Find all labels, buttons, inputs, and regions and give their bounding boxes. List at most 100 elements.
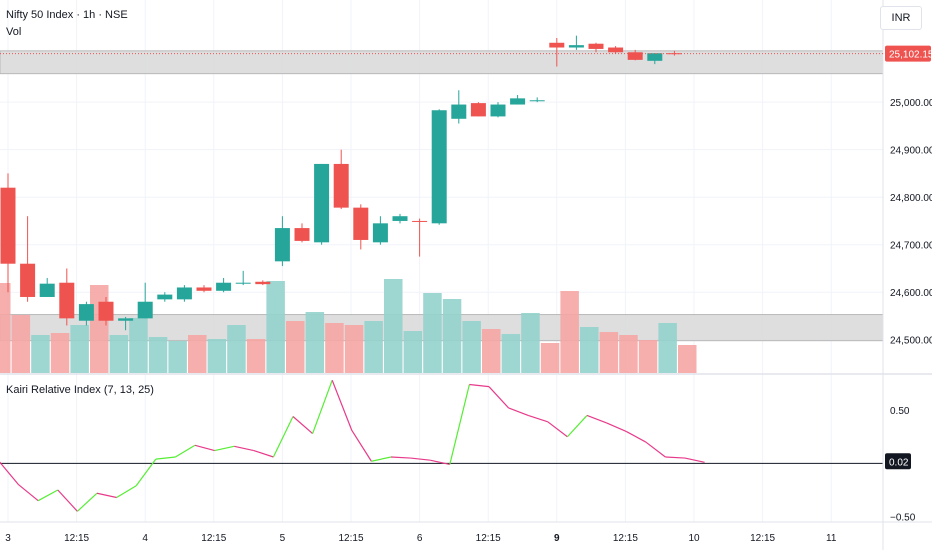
kri-segment[interactable] (312, 380, 333, 434)
candle[interactable] (255, 280, 271, 286)
kri-segment[interactable] (96, 492, 117, 499)
kri-segment[interactable] (665, 456, 686, 459)
candle[interactable] (176, 285, 192, 302)
kri-segment[interactable] (18, 484, 39, 502)
kri-segment[interactable] (566, 415, 588, 438)
kri-segment[interactable] (547, 421, 568, 438)
candle[interactable] (470, 102, 486, 117)
volume-bar[interactable] (560, 291, 579, 373)
candle[interactable] (274, 216, 290, 267)
candle[interactable] (353, 204, 369, 250)
volume-bar[interactable] (403, 331, 423, 373)
kri-segment[interactable] (37, 489, 59, 502)
kri-segment[interactable] (175, 444, 196, 458)
volume-bar[interactable] (266, 281, 285, 373)
volume-bar[interactable] (442, 299, 462, 373)
candle[interactable] (235, 270, 251, 286)
volume-bar[interactable] (11, 315, 31, 373)
indicator-title[interactable]: Kairi Relative Index (7, 13, 25) (6, 384, 154, 396)
kri-segment[interactable] (214, 445, 235, 452)
kri-segment[interactable] (351, 430, 372, 462)
candle[interactable] (529, 97, 545, 103)
kri-segment[interactable] (488, 386, 510, 409)
candle[interactable] (666, 50, 682, 56)
candle[interactable] (20, 216, 36, 302)
kri-segment[interactable] (292, 416, 313, 435)
kri-segment[interactable] (430, 459, 450, 466)
candle[interactable] (608, 46, 624, 54)
candle[interactable] (549, 38, 565, 67)
kri-segment[interactable] (528, 414, 548, 423)
kri-segment[interactable] (234, 445, 254, 452)
candle[interactable] (118, 316, 134, 331)
candle[interactable] (294, 223, 310, 243)
candle[interactable] (372, 216, 388, 245)
candle[interactable] (392, 213, 408, 224)
volume-bar[interactable] (286, 321, 305, 373)
volume-bar[interactable] (129, 318, 148, 373)
kri-segment[interactable] (508, 407, 529, 416)
kri-segment[interactable] (331, 380, 353, 431)
candle[interactable] (647, 53, 663, 65)
candle[interactable] (98, 296, 114, 326)
volume-bar[interactable] (619, 335, 638, 373)
chart-title[interactable]: Nifty 50 Index · 1h · NSE (6, 9, 128, 21)
volume-bar[interactable] (148, 337, 168, 373)
volume-legend[interactable]: Vol (6, 26, 22, 38)
candle[interactable] (510, 95, 526, 105)
kri-segment[interactable] (606, 422, 627, 432)
candle[interactable] (588, 42, 604, 53)
candle[interactable] (216, 277, 232, 293)
volume-bar[interactable] (658, 323, 677, 373)
kri-segment[interactable] (76, 492, 98, 512)
kri-segment[interactable] (586, 414, 607, 424)
kri-segment[interactable] (116, 485, 137, 499)
candle[interactable] (412, 218, 428, 257)
volume-bar[interactable] (462, 321, 481, 373)
volume-bar[interactable] (31, 335, 50, 373)
candle[interactable] (490, 102, 506, 118)
volume-bar[interactable] (501, 334, 521, 373)
volume-bar[interactable] (70, 325, 89, 373)
volume-bar[interactable] (540, 343, 560, 373)
volume-bar[interactable] (325, 323, 344, 373)
volume-bar[interactable] (188, 335, 207, 373)
kri-segment[interactable] (684, 457, 705, 463)
kri-segment[interactable] (410, 457, 431, 461)
volume-bar[interactable] (580, 327, 599, 373)
volume-bar[interactable] (227, 325, 246, 373)
volume-bar[interactable] (364, 321, 383, 373)
candle[interactable] (0, 173, 16, 293)
volume-bar[interactable] (207, 339, 227, 373)
candle[interactable] (431, 109, 447, 225)
candle[interactable] (627, 49, 643, 61)
volume-bar[interactable] (246, 339, 266, 373)
kri-segment[interactable] (272, 416, 294, 458)
candle[interactable] (568, 35, 584, 50)
kri-segment[interactable] (469, 383, 490, 388)
kri-segment[interactable] (625, 430, 647, 443)
volume-bar[interactable] (109, 335, 129, 373)
kri-segment[interactable] (253, 450, 274, 458)
kri-segment[interactable] (194, 444, 215, 452)
kri-segment[interactable] (155, 456, 176, 460)
candle[interactable] (137, 282, 153, 319)
kri-segment[interactable] (645, 441, 666, 458)
volume-bar[interactable] (482, 329, 501, 373)
kri-segment[interactable] (449, 384, 470, 465)
kri-segment[interactable] (57, 489, 78, 512)
candle[interactable] (39, 277, 55, 297)
kri-segment[interactable] (390, 456, 411, 459)
volume-bar[interactable] (521, 313, 540, 373)
volume-bar[interactable] (638, 340, 658, 373)
candle[interactable] (157, 292, 173, 302)
candle[interactable] (333, 149, 349, 210)
volume-bar[interactable] (678, 345, 697, 373)
volume-bar[interactable] (423, 293, 442, 373)
volume-bar[interactable] (344, 325, 364, 373)
volume-bar[interactable] (384, 279, 403, 373)
volume-bar[interactable] (50, 333, 70, 373)
candle[interactable] (196, 285, 212, 293)
